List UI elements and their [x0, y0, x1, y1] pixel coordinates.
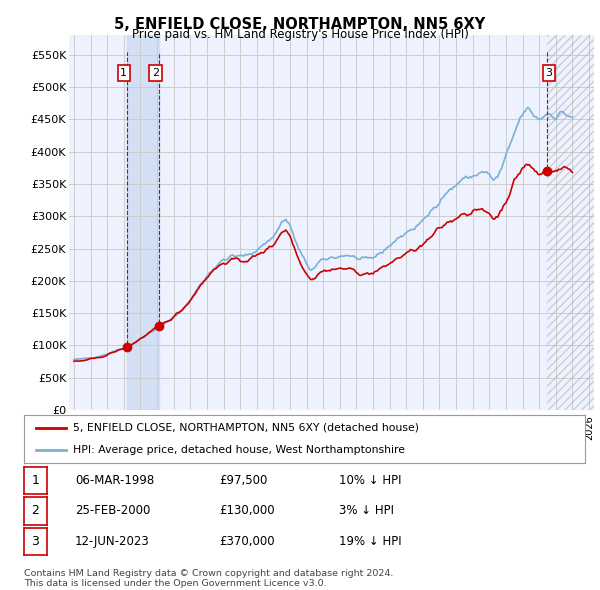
Text: 5, ENFIELD CLOSE, NORTHAMPTON, NN5 6XY: 5, ENFIELD CLOSE, NORTHAMPTON, NN5 6XY: [115, 17, 485, 31]
Text: 5, ENFIELD CLOSE, NORTHAMPTON, NN5 6XY (detached house): 5, ENFIELD CLOSE, NORTHAMPTON, NN5 6XY (…: [73, 423, 419, 433]
Text: Price paid vs. HM Land Registry's House Price Index (HPI): Price paid vs. HM Land Registry's House …: [131, 28, 469, 41]
Text: 1: 1: [121, 68, 127, 78]
Bar: [547, 35, 594, 410]
Text: 12-JUN-2023: 12-JUN-2023: [75, 535, 150, 548]
Text: 3: 3: [545, 68, 553, 78]
Text: 06-MAR-1998: 06-MAR-1998: [75, 474, 154, 487]
Text: £97,500: £97,500: [219, 474, 268, 487]
Bar: [127, 35, 159, 410]
Text: 2: 2: [152, 68, 159, 78]
Text: HPI: Average price, detached house, West Northamptonshire: HPI: Average price, detached house, West…: [73, 445, 406, 455]
Text: 1: 1: [31, 474, 40, 487]
Text: 19% ↓ HPI: 19% ↓ HPI: [339, 535, 401, 548]
Text: 3% ↓ HPI: 3% ↓ HPI: [339, 504, 394, 517]
Text: £370,000: £370,000: [219, 535, 275, 548]
Text: 2: 2: [31, 504, 40, 517]
Text: 3: 3: [31, 535, 40, 548]
Text: 25-FEB-2000: 25-FEB-2000: [75, 504, 151, 517]
Text: £130,000: £130,000: [219, 504, 275, 517]
Text: Contains HM Land Registry data © Crown copyright and database right 2024.
This d: Contains HM Land Registry data © Crown c…: [24, 569, 394, 588]
Text: 10% ↓ HPI: 10% ↓ HPI: [339, 474, 401, 487]
